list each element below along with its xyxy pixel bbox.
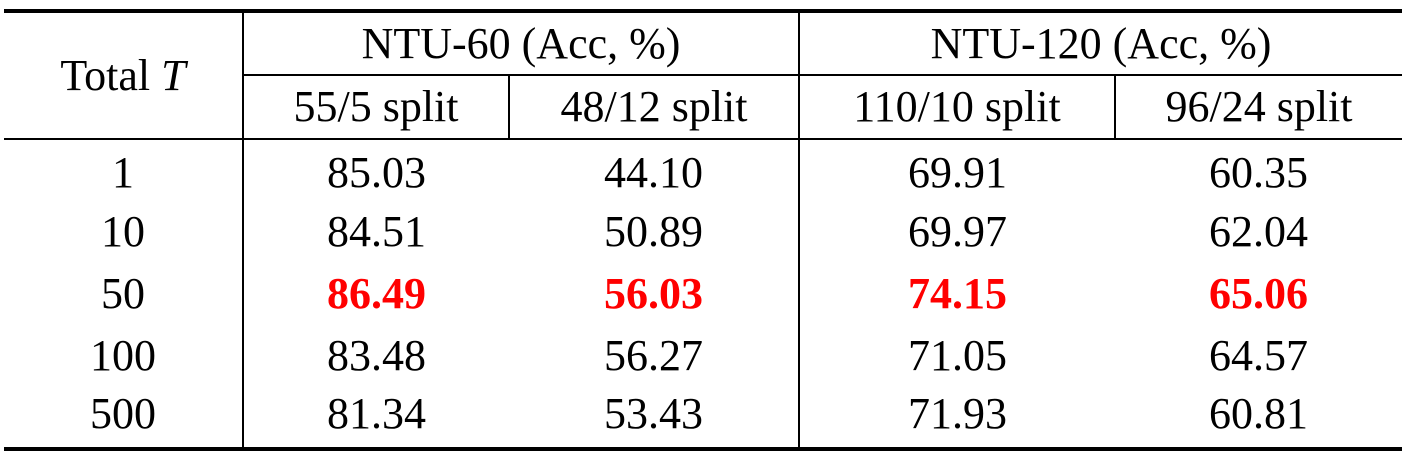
split-header: 110/10 split [799,75,1116,140]
acc-cell: 50.89 [509,201,800,263]
acc-cell: 44.10 [509,139,800,201]
row-header-label: Total [60,50,162,100]
acc-cell: 69.97 [908,207,1007,256]
split-header: 48/12 split [509,75,800,140]
row-t-value: 10 [4,201,244,263]
acc-cell: 62.04 [1209,207,1308,256]
row-t-value: 100 [4,325,244,387]
table-row-best: 50 86.49 56.03 74.15 65.06 [4,263,1402,325]
acc-cell: 69.91 [908,147,1007,197]
table-row: 500 81.34 53.43 71.93 60.81 [4,387,1402,449]
acc-cell: 64.57 [1209,331,1308,380]
best-acc-cell: 65.06 [1209,269,1308,318]
best-acc-cell: 86.49 [327,269,426,318]
acc-cell: 81.34 [327,389,426,438]
table-body: 1 85.03 44.10 69.91 60.35 10 84.51 50.89… [4,139,1402,449]
split-header: 96/24 split [1115,75,1402,140]
row-t-value: 50 [4,263,244,325]
row-t-value: 1 [4,139,244,201]
acc-cell: 85.03 [327,147,426,197]
best-acc-cell: 56.03 [509,263,800,325]
row-header-cell: Total T [4,11,244,140]
acc-cell: 56.27 [509,325,800,387]
split-header: 55/5 split [243,75,510,140]
group-header-ntu60: NTU-60 (Acc, %) [243,11,800,76]
acc-cell: 60.81 [1209,389,1308,438]
acc-cell: 83.48 [327,331,426,380]
acc-cell: 60.35 [1209,147,1308,197]
acc-cell: 84.51 [327,207,426,256]
acc-cell: 53.43 [509,387,800,449]
acc-cell: 71.05 [908,331,1007,380]
row-t-value: 500 [4,387,244,449]
acc-cell: 71.93 [908,389,1007,438]
table-row: 100 83.48 56.27 71.05 64.57 [4,325,1402,387]
results-table: Total T NTU-60 (Acc, %) NTU-120 (Acc, %)… [4,9,1402,451]
table-row: 10 84.51 50.89 69.97 62.04 [4,201,1402,263]
best-acc-cell: 74.15 [908,269,1007,318]
row-header-var: T [161,50,186,100]
table-row: 1 85.03 44.10 69.91 60.35 [4,139,1402,201]
group-header-ntu120: NTU-120 (Acc, %) [799,11,1402,76]
